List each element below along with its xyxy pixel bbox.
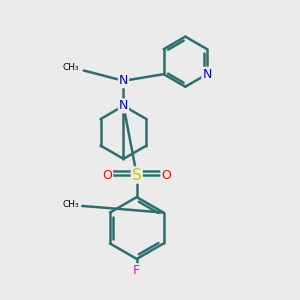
Text: F: F (133, 264, 140, 277)
Text: CH₃: CH₃ (63, 63, 79, 72)
Text: N: N (202, 68, 212, 81)
Text: O: O (161, 169, 171, 182)
Text: N: N (119, 99, 128, 112)
Text: S: S (132, 167, 142, 182)
Text: N: N (119, 74, 128, 87)
Text: CH₃: CH₃ (63, 200, 79, 209)
Text: O: O (102, 169, 112, 182)
